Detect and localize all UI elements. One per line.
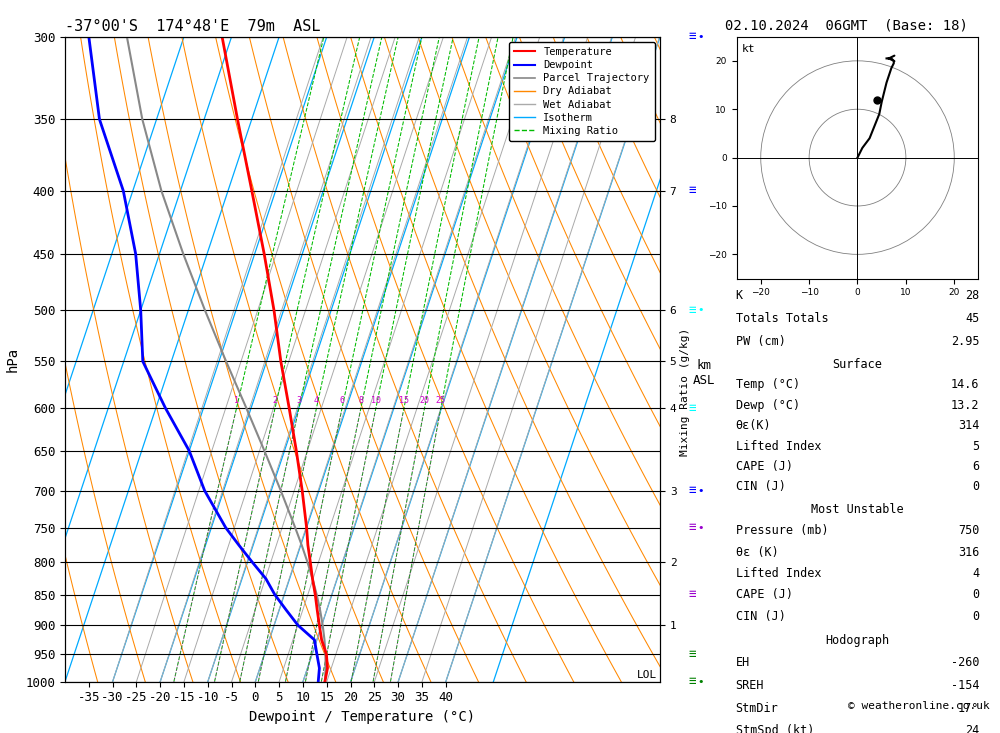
Text: -154: -154 (951, 679, 979, 692)
Text: LOL: LOL (637, 670, 658, 679)
Text: ≡: ≡ (688, 304, 696, 317)
Text: Temp (°C): Temp (°C) (736, 378, 800, 391)
Text: 316: 316 (958, 545, 979, 559)
Text: Hodograph: Hodograph (825, 633, 890, 647)
Text: 45: 45 (965, 312, 979, 325)
Text: kt: kt (741, 44, 755, 54)
Text: ≡: ≡ (688, 588, 696, 601)
Text: •: • (697, 32, 704, 42)
Text: CAPE (J): CAPE (J) (736, 460, 793, 473)
Text: Lifted Index: Lifted Index (736, 440, 821, 452)
Text: 1: 1 (234, 396, 239, 405)
Text: •: • (697, 523, 704, 533)
Text: ≡: ≡ (688, 30, 696, 43)
Text: 4: 4 (314, 396, 319, 405)
Text: 2: 2 (273, 396, 278, 405)
Text: 28: 28 (965, 289, 979, 301)
Text: ≡: ≡ (688, 184, 696, 197)
Text: •: • (697, 485, 704, 496)
Text: 8: 8 (358, 396, 363, 405)
Text: Mixing Ratio (g/kg): Mixing Ratio (g/kg) (680, 328, 690, 455)
Text: ≡: ≡ (688, 521, 696, 534)
Text: 10: 10 (371, 396, 381, 405)
Y-axis label: hPa: hPa (6, 347, 20, 372)
Text: Pressure (mb): Pressure (mb) (736, 524, 828, 537)
Text: 750: 750 (958, 524, 979, 537)
Text: 2.95: 2.95 (951, 335, 979, 348)
Text: ≡: ≡ (688, 675, 696, 688)
Text: PW (cm): PW (cm) (736, 335, 785, 348)
Text: θε(K): θε(K) (736, 419, 771, 432)
Text: © weatheronline.co.uk: © weatheronline.co.uk (848, 701, 990, 711)
Text: 6: 6 (972, 460, 979, 473)
Text: CAPE (J): CAPE (J) (736, 589, 793, 601)
Text: -37°00'S  174°48'E  79m  ASL: -37°00'S 174°48'E 79m ASL (65, 19, 320, 34)
Text: SREH: SREH (736, 679, 764, 692)
Text: 20: 20 (420, 396, 430, 405)
Text: StmSpd (kt): StmSpd (kt) (736, 724, 814, 733)
Text: •: • (697, 306, 704, 315)
Text: CIN (J): CIN (J) (736, 480, 785, 493)
Text: ≡: ≡ (688, 484, 696, 497)
Text: 0: 0 (972, 589, 979, 601)
Text: 5: 5 (972, 440, 979, 452)
Text: Dewp (°C): Dewp (°C) (736, 399, 800, 412)
Text: CIN (J): CIN (J) (736, 610, 785, 623)
Text: 0: 0 (972, 610, 979, 623)
Text: ≡: ≡ (688, 402, 696, 414)
Text: 25: 25 (436, 396, 446, 405)
Legend: Temperature, Dewpoint, Parcel Trajectory, Dry Adiabat, Wet Adiabat, Isotherm, Mi: Temperature, Dewpoint, Parcel Trajectory… (509, 42, 655, 141)
Text: Lifted Index: Lifted Index (736, 567, 821, 580)
Text: Surface: Surface (833, 358, 882, 371)
Text: 15: 15 (399, 396, 409, 405)
Text: -260: -260 (951, 656, 979, 669)
Text: EH: EH (736, 656, 750, 669)
Text: 24: 24 (965, 724, 979, 733)
X-axis label: Dewpoint / Temperature (°C): Dewpoint / Temperature (°C) (249, 710, 476, 724)
Text: 02.10.2024  06GMT  (Base: 18): 02.10.2024 06GMT (Base: 18) (725, 19, 968, 33)
Text: 0: 0 (972, 480, 979, 493)
Text: 314: 314 (958, 419, 979, 432)
Text: 4: 4 (972, 567, 979, 580)
Text: •: • (697, 677, 704, 687)
Text: Most Unstable: Most Unstable (811, 503, 904, 516)
Text: 13.2: 13.2 (951, 399, 979, 412)
Text: 3: 3 (296, 396, 301, 405)
Text: Totals Totals: Totals Totals (736, 312, 828, 325)
Text: 14.6: 14.6 (951, 378, 979, 391)
Text: ≡: ≡ (688, 648, 696, 660)
Text: StmDir: StmDir (736, 701, 778, 715)
Text: 17°: 17° (958, 701, 979, 715)
Y-axis label: km
ASL: km ASL (693, 359, 716, 387)
Text: K: K (736, 289, 743, 301)
Text: 6: 6 (340, 396, 345, 405)
Text: θε (K): θε (K) (736, 545, 778, 559)
